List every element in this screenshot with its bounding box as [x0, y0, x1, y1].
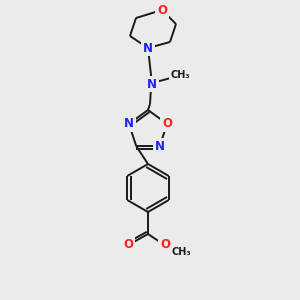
- Text: O: O: [162, 117, 172, 130]
- Text: CH₃: CH₃: [171, 247, 191, 257]
- Text: O: O: [157, 4, 167, 16]
- Text: N: N: [124, 117, 134, 130]
- Text: O: O: [123, 238, 133, 251]
- Text: N: N: [155, 140, 165, 153]
- Text: CH₃: CH₃: [170, 70, 190, 80]
- Text: O: O: [160, 238, 170, 251]
- Text: N: N: [147, 77, 157, 91]
- Text: N: N: [143, 41, 153, 55]
